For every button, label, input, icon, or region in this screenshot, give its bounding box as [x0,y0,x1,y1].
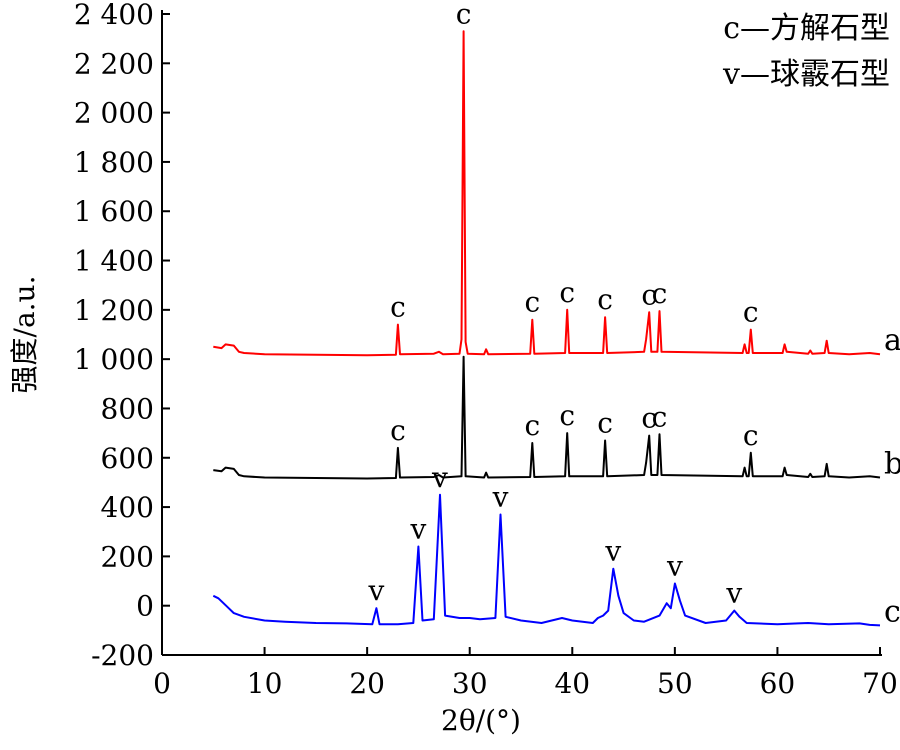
x-axis-title: 2θ/(°) [441,704,521,737]
y-axis-title: 强度/a.u. [8,276,41,394]
y-tick-label: 1 400 [74,245,154,278]
y-tick-label: 1 200 [74,294,154,327]
series-label-b: b [884,446,900,481]
series-layer [212,30,881,627]
peak-label: v [666,550,683,583]
series-line-a [213,30,881,357]
y-tick-label: 800 [101,392,154,425]
peak-label: c [641,402,657,435]
peak-label: c [652,277,668,310]
y-tick-label: 1 000 [74,343,154,376]
y-tick-label: 600 [101,442,154,475]
peak-label: c [641,278,657,311]
y-tick-label: 1 800 [74,146,154,179]
peak-label: c [597,407,613,440]
peak-label: c [652,400,668,433]
peak-label: c [559,399,575,432]
peak-label: c [390,291,406,324]
peak-label: c [597,283,613,316]
x-tick-label: 0 [153,667,171,700]
series-line-b [213,355,881,480]
x-tick-label: 30 [452,667,488,700]
peak-label: c [524,286,540,319]
series-label-c: c [884,594,900,629]
peak-label: v [604,535,621,568]
y-tick-label: -200 [91,639,154,672]
peak-label: v [492,480,509,513]
y-tick-label: 2 400 [74,0,154,31]
x-tick-label: 50 [657,667,693,700]
peak-label: v [410,513,427,546]
series-line-c [212,493,881,627]
peak-label: c [390,414,406,447]
x-tick-label: 70 [862,667,898,700]
x-tick-label: 20 [349,667,385,700]
series-label-a: a [884,323,900,358]
y-tick-label: 0 [136,590,154,623]
peak-label: v [431,461,448,494]
y-tick-label: 1 600 [74,195,154,228]
y-tick-label: 2 000 [74,97,154,130]
peak-label: c [559,276,575,309]
legend-entry: v—球霰石型 [722,57,890,92]
peak-label: v [725,577,742,610]
x-tick-label: 60 [760,667,796,700]
legend: c—方解石型 v—球霰石型 [722,11,890,92]
peak-label: c [743,296,759,329]
y-tick-label: 2 200 [74,47,154,80]
peak-label: c [524,409,540,442]
peak-label: c [743,419,759,452]
y-tick-label: 200 [101,540,154,573]
peak-label: c [456,0,472,30]
peak-label: v [367,574,384,607]
legend-entry: c—方解石型 [723,11,890,46]
x-tick-label: 40 [554,667,590,700]
y-tick-label: 400 [101,491,154,524]
x-tick-label: 10 [247,667,283,700]
